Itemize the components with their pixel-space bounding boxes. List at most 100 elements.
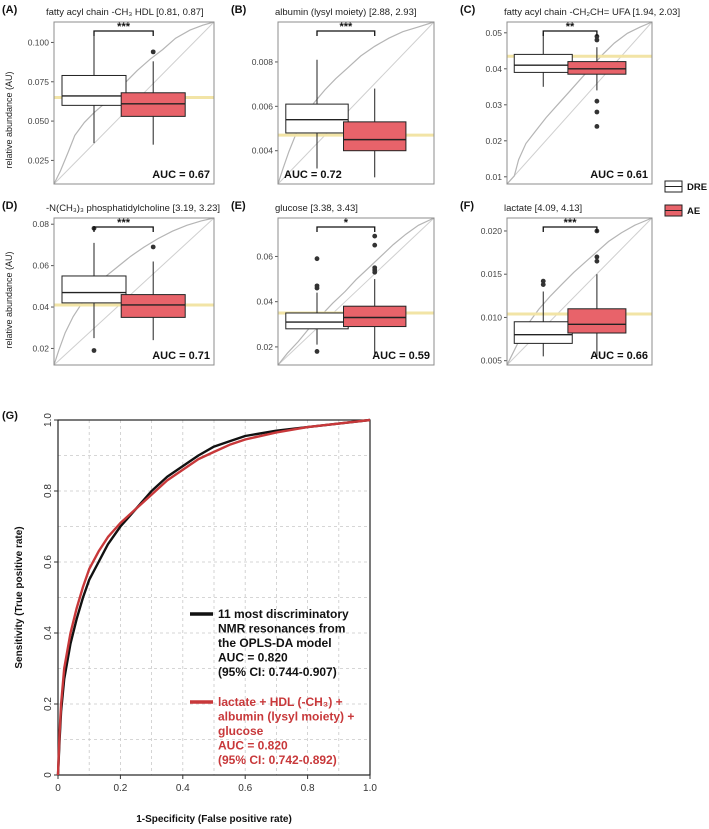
roc-legend-text-b: albumin (lysyl moiety) + (218, 710, 354, 724)
panel-letter: (B) (231, 4, 247, 16)
significance-bracket (93, 30, 154, 36)
roc-backdrop-curve (277, 21, 435, 185)
y-tick-label: 0.008 (252, 57, 274, 67)
y-tick-label: 0.075 (28, 77, 50, 87)
group-legend: DRE AE (664, 180, 707, 217)
outlier-point (594, 254, 600, 260)
x-tick-label: 0.8 (301, 783, 315, 794)
box-ae (567, 228, 627, 357)
y-tick-label: 0.04 (256, 297, 273, 307)
roc-legend-text-a: (95% CI: 0.744-0.907) (218, 665, 337, 679)
panel-title: -N(CH₃)₃ phosphatidylcholine [3.19, 3.23… (46, 203, 220, 214)
roc-legend-text-a: the OPLS-DA model (218, 636, 332, 650)
y-tick-label: 0.6 (43, 555, 54, 569)
panel-letter: (C) (460, 4, 476, 16)
y-tick-label: 1.0 (43, 413, 54, 427)
y-tick-label: 0.06 (32, 261, 49, 271)
box-dre (285, 59, 349, 169)
y-tick-label: 0.02 (256, 342, 273, 352)
y-tick-label: 0.005 (481, 356, 503, 366)
significance-bracket (542, 30, 598, 36)
box-ae (343, 88, 407, 178)
outlier-point (91, 348, 97, 353)
box-dre (285, 256, 349, 354)
panel-border (53, 217, 215, 366)
box-dre (513, 32, 573, 87)
legend-label-ae: AE (687, 206, 700, 217)
roc-legend-text-b: AUC = 0.820 (218, 739, 288, 753)
panel-border (53, 21, 215, 185)
y-tick-label: 0.03 (485, 100, 502, 110)
roc-legend-text-a: AUC = 0.820 (218, 651, 288, 665)
panel-letter: (F) (460, 200, 474, 212)
box-ae (120, 49, 186, 145)
x-tick-label: 0.6 (238, 783, 252, 794)
box-iqr (61, 275, 127, 304)
significance-stars: *** (339, 21, 353, 33)
y-tick-label: 0.02 (32, 343, 49, 353)
outlier-point (540, 282, 546, 287)
y-tick-label: 0.05 (485, 28, 502, 38)
shared-ylabel-bottom: relative abundance (AU) (4, 251, 14, 348)
roc-legend-text-b: glucose (218, 724, 264, 738)
panel-border (277, 217, 435, 366)
significance-bracket (542, 226, 598, 232)
panel-title: albumin (lysyl moiety) [2.88, 2.93] (275, 7, 417, 18)
box-iqr (285, 103, 349, 134)
y-tick-label: 0.020 (481, 226, 503, 236)
roc-panel: (G) 0 0.2 0.4 0.6 0.8 1.0 0 0.2 0.4 0.6 0.8 1.0 1-Spe… (2, 410, 377, 825)
roc-backdrop-curve (277, 217, 435, 366)
y-tick-label: 0.04 (32, 302, 49, 312)
y-tick-label: 0.006 (252, 101, 274, 111)
outlier-point (594, 258, 600, 264)
roc-diagonal (277, 21, 435, 185)
x-tick-label: 1.0 (363, 783, 377, 794)
y-tick-label: 0.025 (28, 155, 50, 165)
box-dre (513, 278, 573, 357)
box-iqr (120, 92, 186, 117)
significance-stars: *** (117, 217, 131, 229)
panel-letter: (A) (2, 4, 18, 16)
panel-border (506, 217, 653, 366)
outlier-point (594, 98, 600, 104)
box-iqr (513, 53, 573, 73)
outlier-point (314, 256, 320, 262)
panel-title: fatty acyl chain -CH₂CH= UFA [1.94, 2.03… (504, 7, 680, 18)
y-tick-label: 0.01 (485, 172, 502, 182)
outlier-point (150, 49, 156, 55)
box-panel-4: (E) glucose [3.38, 3.43] 0.02 0.04 0.06 * AUC … (231, 200, 435, 366)
box-ae (120, 244, 186, 341)
box-panel-2: (C) fatty acyl chain -CH₂CH= UFA [1.94, 2… (460, 4, 680, 185)
significance-bracket (316, 30, 376, 36)
y-tick-label: 0.06 (256, 251, 273, 261)
y-tick-label: 0.015 (481, 269, 503, 279)
auc-label: AUC = 0.61 (590, 169, 648, 181)
y-axis-label: Sensitivity (True positive rate) (14, 526, 25, 668)
auc-label: AUC = 0.72 (284, 169, 342, 181)
roc-diagonal (506, 21, 653, 185)
shared-ylabel-top: relative abundance (AU) (4, 71, 14, 168)
box-panel-5: (F) lactate [4.09, 4.13] 0.005 0.010 0.015 0.… (460, 200, 653, 366)
outlier-point (372, 242, 378, 248)
auc-label: AUC = 0.59 (372, 350, 430, 362)
y-tick-label: 0.4 (43, 626, 54, 640)
box-dre (61, 31, 127, 144)
outlier-point (594, 109, 600, 115)
significance-stars: ** (566, 21, 575, 33)
outlier-point (314, 285, 320, 291)
roc-series-1 (56, 418, 371, 776)
box-iqr (61, 74, 127, 106)
box-iqr (567, 61, 627, 75)
roc-legend-text-b: lactate + HDL (-CH₃) + (218, 695, 343, 709)
panel-title: lactate [4.09, 4.13] (504, 203, 582, 214)
panel-border (277, 21, 435, 185)
box-iqr (343, 305, 407, 328)
y-tick-label: 0.100 (28, 37, 50, 47)
box-iqr (343, 121, 407, 152)
y-tick-label: 0.050 (28, 116, 50, 126)
significance-stars: *** (564, 217, 578, 229)
x-axis-label: 1-Specificity (False positive rate) (136, 814, 292, 825)
box-iqr (513, 321, 573, 344)
roc-backdrop-curve (53, 217, 215, 366)
